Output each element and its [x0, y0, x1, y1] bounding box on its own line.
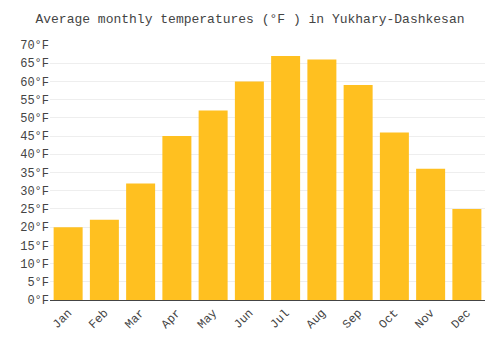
svg-text:35°F: 35°F [20, 167, 49, 181]
svg-text:30°F: 30°F [20, 185, 49, 199]
svg-text:20°F: 20°F [20, 221, 49, 235]
svg-text:60°F: 60°F [20, 76, 49, 90]
svg-text:55°F: 55°F [20, 94, 49, 108]
svg-text:Apr: Apr [159, 307, 184, 332]
svg-text:Sep: Sep [340, 307, 365, 332]
svg-text:40°F: 40°F [20, 148, 49, 162]
svg-text:10°F: 10°F [20, 258, 49, 272]
svg-text:Jan: Jan [50, 307, 75, 332]
svg-text:Average monthly temperatures (: Average monthly temperatures (°F ) in Yu… [35, 12, 464, 27]
svg-text:Nov: Nov [413, 307, 438, 332]
svg-text:Jun: Jun [231, 307, 256, 332]
svg-text:70°F: 70°F [20, 39, 49, 53]
svg-text:15°F: 15°F [20, 240, 49, 254]
svg-text:45°F: 45°F [20, 130, 49, 144]
svg-text:0°F: 0°F [27, 294, 49, 308]
svg-text:Aug: Aug [304, 307, 329, 332]
svg-text:Mar: Mar [123, 307, 148, 332]
svg-text:25°F: 25°F [20, 203, 49, 217]
svg-text:50°F: 50°F [20, 112, 49, 126]
svg-text:May: May [195, 307, 220, 332]
svg-text:65°F: 65°F [20, 57, 49, 71]
svg-text:Oct: Oct [376, 307, 401, 332]
svg-text:5°F: 5°F [27, 276, 49, 290]
svg-text:Feb: Feb [86, 307, 111, 332]
svg-text:Dec: Dec [449, 307, 474, 332]
svg-text:Jul: Jul [268, 307, 293, 332]
